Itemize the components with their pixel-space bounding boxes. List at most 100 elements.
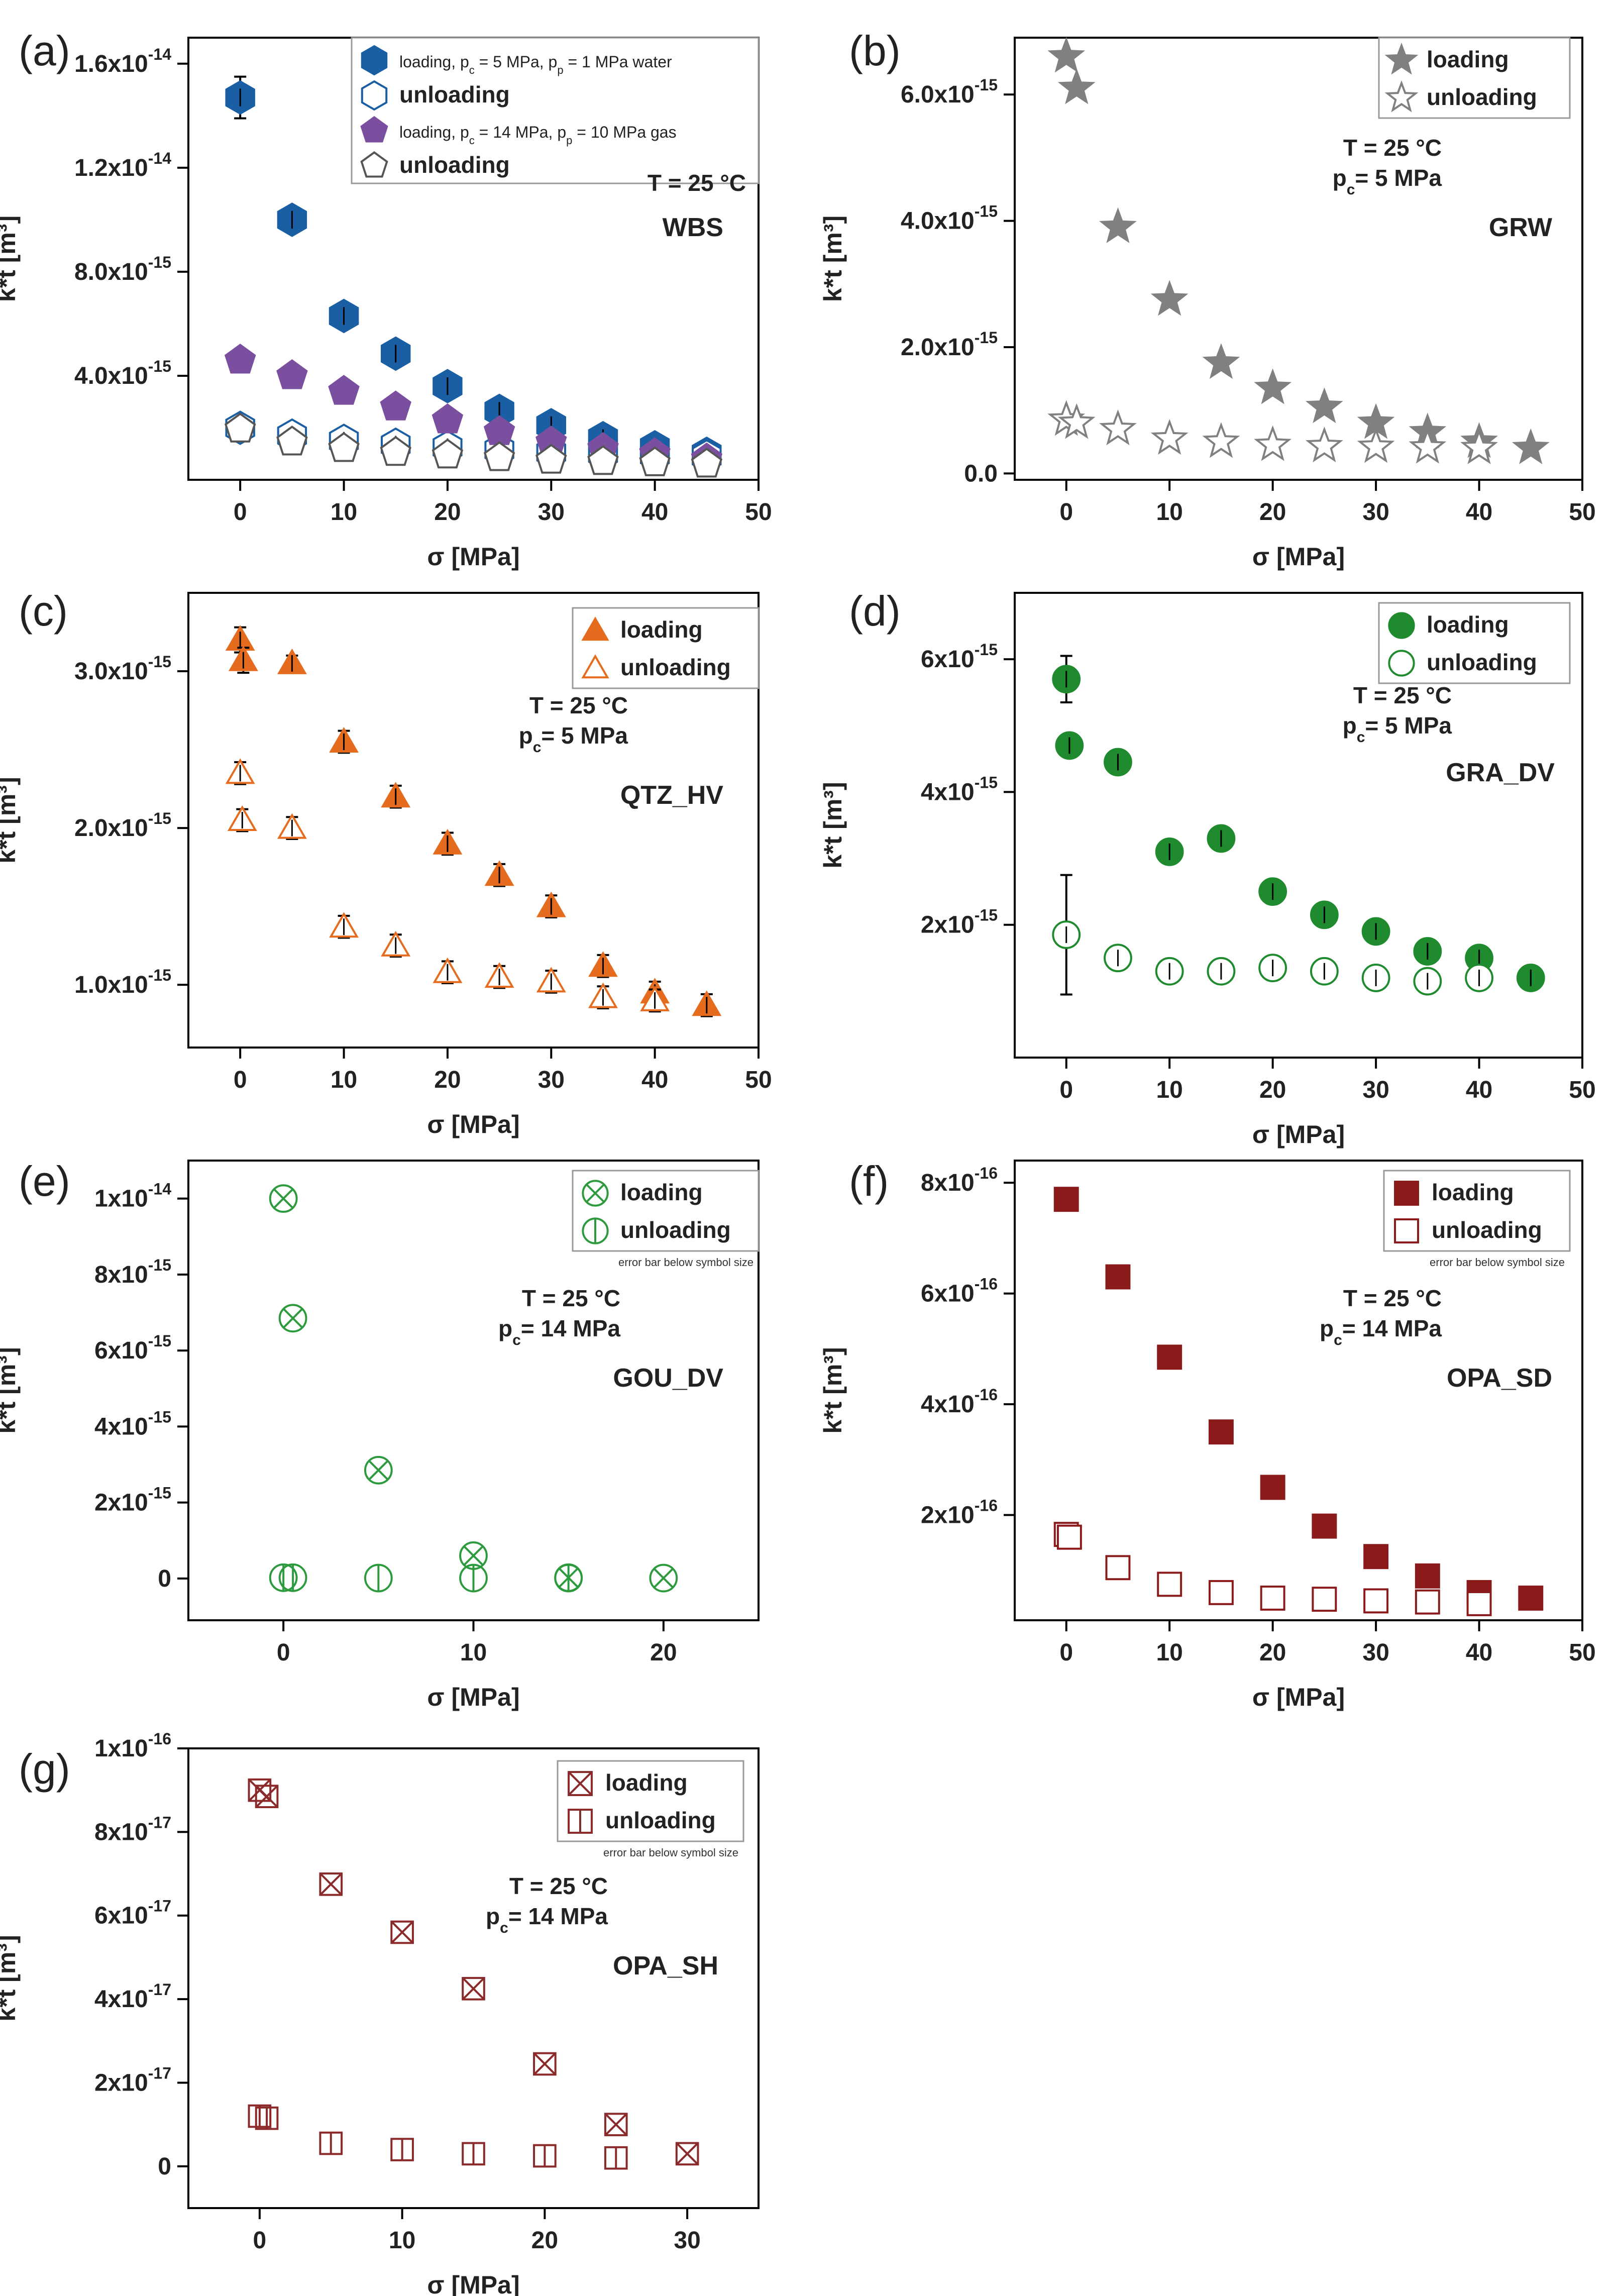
legend-text-part: = 5 MPa, p (475, 53, 558, 71)
legend-marker (1394, 1218, 1419, 1243)
annotation-value: = 14 MPa (521, 1315, 621, 1341)
legend: loading, pc = 5 MPa, pp = 1 MPa waterunl… (351, 37, 760, 184)
series-4 (224, 412, 723, 478)
y-tick-exponent: -15 (148, 809, 171, 827)
x-tick-label: 0 (253, 2227, 267, 2254)
condition-annotation: T = 25 °C (509, 1873, 608, 1899)
annotation-text: T = 25 °C (1343, 135, 1442, 161)
y-tick-mantissa: 4.0x10 (74, 363, 148, 389)
chart-panel-e: (e)0 10 2002x10-154x10-156x10-158x10-151x1… (0, 1158, 760, 1711)
annotation-text: T = 25 °C (522, 1285, 620, 1311)
x-tick-label: 50 (745, 499, 772, 526)
x-tick-label: 10 (1156, 1077, 1182, 1103)
y-tick-mantissa: 2x10 (94, 1490, 148, 1516)
data-point (224, 344, 256, 374)
y-tick-mantissa: 6x10 (921, 646, 975, 673)
data-point (1305, 427, 1343, 463)
y-tick-mantissa: 3.0x10 (74, 658, 148, 685)
data-point (364, 1455, 393, 1485)
annotation-value: = 5 MPa (541, 722, 628, 749)
y-tick-label: 8.0x10-15 (74, 253, 171, 285)
x-tick-label: 20 (1259, 1639, 1286, 1666)
marker-outline (675, 2142, 699, 2166)
error-bar-note: error bar below symbol size (618, 1256, 753, 1269)
data-point (328, 432, 360, 462)
y-tick-label: 4.0x10-15 (901, 202, 998, 235)
y-tick-mantissa: 0.0 (964, 460, 998, 487)
data-point (1415, 1563, 1440, 1589)
annotation-subscript: c (533, 739, 542, 756)
chart-panel-f: (f)0 10 20 30 40 502x10-164x10-166x10-168x10-… (819, 1158, 1596, 1711)
legend-label: loading, pc = 14 MPa, pp = 10 MPa gas (399, 123, 677, 147)
plot-frame (187, 592, 760, 1049)
marker-outline (604, 2113, 628, 2136)
y-tick-label: 8x10-17 (94, 1813, 171, 1845)
series-2 (1052, 874, 1493, 996)
panel-label: (d) (849, 587, 901, 635)
panel-label: (f) (849, 1158, 889, 1205)
data-point (1057, 68, 1096, 105)
x-tick-label: 0 (234, 499, 247, 526)
condition-annotation: pc= 5 MPa (1333, 165, 1442, 198)
legend-label: unloading (620, 654, 731, 680)
y-tick-mantissa: 2.0x10 (901, 334, 975, 361)
marker-cross (273, 1188, 294, 1209)
data-point (1312, 1587, 1337, 1612)
annotation-value: = 5 MPa (1355, 165, 1442, 191)
y-tick-exponent: -15 (148, 1256, 171, 1274)
marker-outline (462, 1976, 485, 2001)
error-bar-note: error bar below symbol size (603, 1846, 738, 1859)
legend-text-part: loading (620, 616, 703, 643)
legend-marker (1384, 80, 1419, 113)
legend-text-part: = 14 MPa, p (475, 123, 566, 141)
legend-text-part: unloading (1427, 649, 1537, 675)
legend: loading unloading (572, 607, 760, 689)
x-tick-label: 10 (1156, 1639, 1182, 1666)
series-2 (269, 1563, 583, 1593)
x-tick-label: 30 (1362, 499, 1389, 526)
condition-annotation: T = 25 °C (522, 1285, 620, 1311)
y-tick-exponent: -15 (148, 1408, 171, 1426)
data-point (1208, 1419, 1234, 1445)
data-point (390, 2138, 414, 2161)
legend-marker (360, 116, 388, 143)
x-tick-label: 10 (460, 1639, 487, 1666)
annotation-symbol: p (519, 722, 533, 749)
x-axis-label: σ [MPa] (427, 543, 519, 571)
data-point (276, 359, 308, 389)
data-point (276, 426, 308, 456)
legend-marker (582, 1217, 609, 1244)
data-point (649, 1563, 678, 1593)
legend: loading unloading (1378, 37, 1571, 119)
y-tick-label: 4x10-15 (921, 773, 998, 805)
condition-annotation: T = 25 °C (529, 692, 628, 718)
data-point (1047, 37, 1086, 73)
legend-label: unloading (1432, 1217, 1542, 1243)
marker-cross (533, 2052, 557, 2075)
x-tick-label: 50 (1569, 499, 1595, 526)
annotation-value: = 14 MPa (508, 1903, 608, 1929)
legend-label: loading (620, 1179, 703, 1205)
x-tick-label: 10 (331, 1067, 357, 1093)
marker-cross (283, 1308, 303, 1328)
x-tick-label: 20 (434, 1067, 461, 1093)
y-tick-mantissa: 6x10 (94, 1337, 148, 1364)
data-point (269, 1184, 298, 1213)
y-tick-label: 1x10-14 (94, 1180, 171, 1212)
y-tick-mantissa: 2x10 (921, 1502, 975, 1529)
x-tick-label: 20 (434, 499, 461, 526)
panel-label: (g) (19, 1745, 70, 1793)
x-tick-label: 10 (1156, 499, 1182, 526)
y-tick-label: 6x10-15 (94, 1332, 171, 1364)
marker-outline (582, 1180, 609, 1207)
x-tick-label: 30 (674, 2227, 700, 2254)
annotation-symbol: p (1333, 165, 1347, 191)
data-point (1518, 1585, 1544, 1611)
y-tick-exponent: -15 (148, 966, 171, 984)
data-point (432, 403, 464, 434)
data-point (1056, 1524, 1082, 1550)
legend-marker (361, 45, 388, 76)
y-tick-mantissa: 8.0x10 (74, 259, 148, 285)
y-tick-exponent: -16 (975, 1164, 998, 1182)
data-point (1208, 1580, 1234, 1605)
